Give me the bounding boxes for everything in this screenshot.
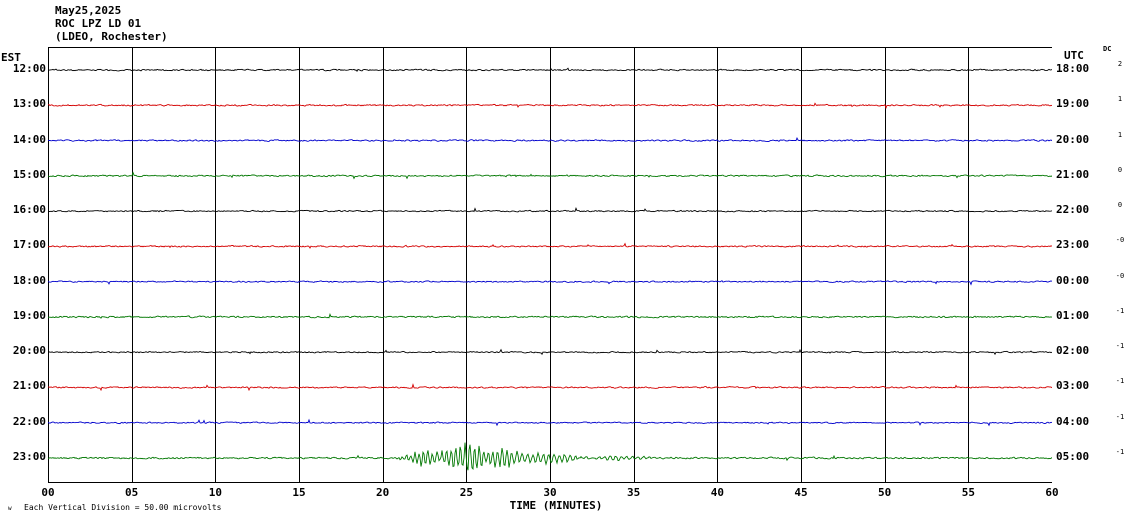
dc-offset-value: -1	[1115, 377, 1125, 386]
x-tick-label: 15	[292, 486, 306, 499]
header-location: (LDEO, Rochester)	[55, 30, 168, 43]
scale-note: Each Vertical Division = 50.00 microvolt…	[24, 503, 222, 512]
utc-time-label: 19:00	[1056, 97, 1090, 111]
seismic-trace-16:00	[48, 207, 1053, 213]
utc-time-label: 18:00	[1056, 62, 1090, 75]
est-time-label: 17:00	[12, 238, 46, 252]
right-axis-label: UTC	[1064, 49, 1084, 62]
est-time-label: 20:00	[12, 344, 46, 358]
dc-offset-value: -0	[1115, 236, 1125, 245]
header-station: ROC LPZ LD 01	[55, 17, 142, 30]
dc-offset-value: 2	[1117, 60, 1123, 68]
est-time-label: 14:00	[12, 132, 46, 146]
x-tick-label: 05	[125, 486, 139, 499]
dc-offset-value: 1	[1117, 130, 1123, 139]
x-tick-label: 25	[459, 486, 473, 499]
x-tick-label: 55	[961, 486, 975, 499]
x-tick-label: 20	[376, 486, 390, 499]
scale-marker: w	[8, 505, 12, 512]
est-time-label: 23:00	[12, 450, 46, 463]
seismic-trace-23:00	[47, 442, 1053, 471]
x-tick-label: 30	[543, 486, 557, 499]
seismic-trace-18:00	[47, 280, 1053, 286]
utc-time-label: 23:00	[1056, 238, 1090, 252]
x-tick-label: 00	[41, 486, 55, 499]
utc-time-label: 03:00	[1056, 379, 1090, 393]
seismic-trace-21:00	[47, 383, 1053, 392]
helicorder-plot	[47, 47, 1053, 483]
utc-time-label: 02:00	[1056, 344, 1090, 358]
dc-offset-value: -1	[1115, 306, 1125, 315]
dc-offset-value: -1	[1115, 342, 1125, 351]
x-tick-label: 35	[627, 486, 641, 499]
x-tick-label: 10	[208, 486, 222, 499]
dc-offset-value: -1	[1115, 412, 1125, 421]
dc-offset-value: -0	[1115, 271, 1125, 280]
est-time-label: 21:00	[12, 379, 46, 393]
est-time-label: 19:00	[12, 308, 46, 322]
x-axis-title: TIME (MINUTES)	[509, 499, 603, 512]
utc-time-label: 00:00	[1056, 273, 1090, 287]
seismic-trace-14:00	[47, 137, 1053, 142]
est-time-label: 15:00	[12, 167, 46, 181]
utc-time-label: 04:00	[1056, 414, 1090, 428]
utc-time-label: 22:00	[1056, 203, 1090, 217]
x-tick-label: 40	[710, 486, 724, 499]
utc-time-label: 05:00	[1056, 450, 1090, 463]
seismic-trace-19:00	[47, 312, 1053, 319]
header: May25,2025 ROC LPZ LD 01 (LDEO, Rocheste…	[55, 4, 168, 43]
seismic-trace-12:00	[47, 67, 1053, 72]
est-time-label: 16:00	[12, 203, 46, 217]
helicorder-canvas	[47, 47, 1053, 483]
seismic-trace-20:00	[47, 348, 1053, 356]
est-time-label: 13:00	[12, 97, 46, 111]
left-axis-label: EST	[1, 51, 21, 64]
utc-time-label: 01:00	[1056, 308, 1090, 322]
est-time-label: 18:00	[12, 273, 46, 287]
seismic-trace-22:00	[47, 418, 1053, 427]
seismic-trace-17:00	[47, 242, 1053, 249]
est-time-label: 12:00	[12, 62, 46, 75]
dc-offset-value: -1	[1115, 448, 1125, 456]
seismic-trace-15:00	[47, 171, 1053, 180]
x-tick-label: 60	[1045, 486, 1059, 499]
utc-time-label: 21:00	[1056, 167, 1090, 181]
utc-time-label: 20:00	[1056, 132, 1090, 146]
x-tick-label: 45	[794, 486, 808, 499]
dc-offset-value: 0	[1117, 165, 1123, 174]
est-time-label: 22:00	[12, 414, 46, 428]
dc-offset-value: 1	[1117, 95, 1123, 104]
header-date: May25,2025	[55, 4, 122, 17]
seismic-trace-13:00	[47, 102, 1053, 110]
x-tick-label: 50	[878, 486, 892, 499]
dc-column-label: DC	[1103, 45, 1112, 53]
dc-offset-value: 0	[1117, 201, 1123, 210]
